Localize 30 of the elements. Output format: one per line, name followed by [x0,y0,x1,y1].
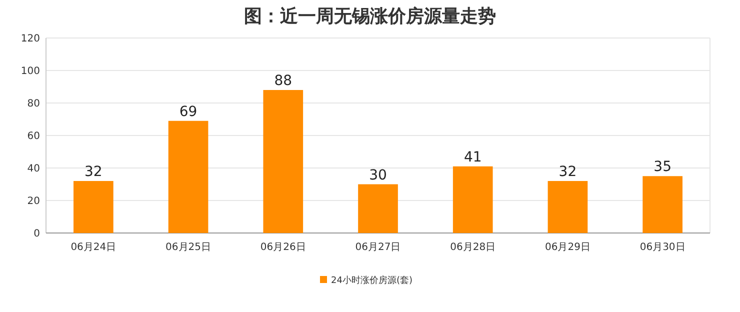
x-tick-label: 06月29日 [544,242,590,253]
bar [168,120,208,233]
data-label: 32 [84,164,102,180]
x-tick-label: 06月27日 [355,242,401,253]
bar [74,181,114,233]
y-tick-label: 80 [27,98,40,110]
data-label: 88 [274,73,292,89]
data-label: 30 [369,167,387,184]
data-label: 32 [558,164,577,180]
bar [358,184,398,233]
bar [548,181,588,233]
data-label: 41 [464,149,482,166]
y-tick-label: 60 [27,131,40,142]
y-tick-label: 0 [34,228,40,240]
chart-title: 图：近一周无锡涨价房源量走势 [244,6,496,27]
y-tick-label: 120 [20,34,40,44]
data-label: 69 [179,104,198,120]
y-tick-label: 20 [27,196,40,207]
data-label: 35 [654,159,672,176]
y-tick-label: 100 [20,66,40,77]
x-tick-label: 06月26日 [260,242,306,253]
bar [452,166,493,233]
bar [642,176,682,233]
x-tick-label: 06月24日 [70,242,116,253]
x-tick-label: 06月28日 [450,242,496,253]
legend-label: 24小时涨价房源(套) [331,275,412,286]
x-tick-label: 06月25日 [166,242,212,253]
x-tick-label: 06月30日 [640,242,686,253]
y-tick-label: 40 [27,164,40,174]
bar [263,90,304,233]
